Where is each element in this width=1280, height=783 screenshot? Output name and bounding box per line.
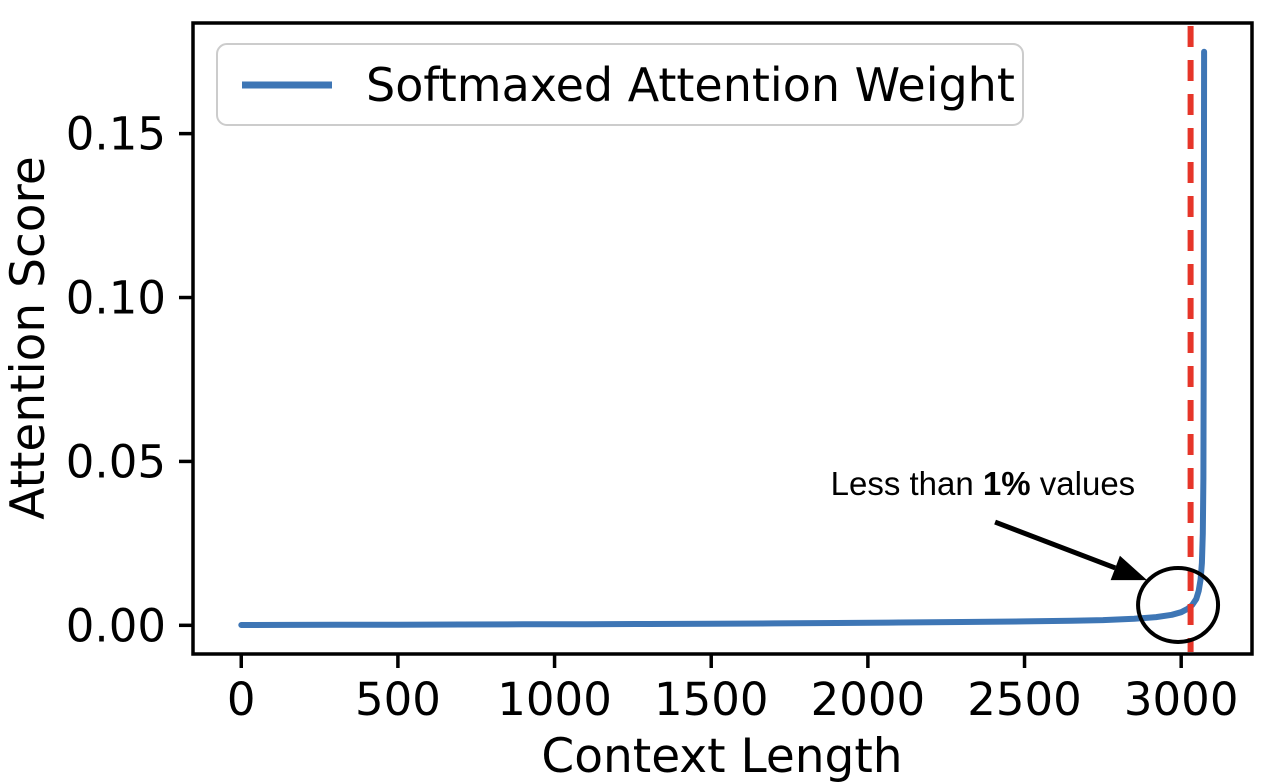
plot-frame — [191, 21, 1254, 656]
x-tick-label: 2000 — [811, 673, 926, 726]
annotation-text-suffix: values — [1031, 465, 1136, 502]
y-tick-label: 0.15 — [66, 108, 166, 161]
legend: Softmaxed Attention Weight — [216, 43, 1024, 126]
y-axis: 0.00 0.05 0.10 0.15 — [66, 108, 193, 652]
annotation-arrow-head — [1110, 555, 1148, 581]
y-tick-label: 0.05 — [66, 435, 166, 488]
x-tick-label: 1000 — [497, 673, 612, 726]
x-tick-label: 1500 — [654, 673, 769, 726]
x-axis: 0 500 1000 1500 2000 2500 3000 — [227, 654, 1239, 726]
y-axis-label: Attention Score — [1, 156, 56, 520]
x-axis-label: Context Length — [541, 729, 902, 783]
x-tick-label: 2500 — [967, 673, 1082, 726]
x-tick-label: 500 — [355, 673, 441, 726]
plot-area — [191, 21, 1254, 656]
annotation-text-bold: 1% — [983, 465, 1031, 502]
legend-box — [216, 43, 1024, 126]
highlight-circle — [1136, 565, 1221, 644]
y-tick-label: 0.10 — [66, 272, 166, 325]
legend-label: Softmaxed Attention Weight — [366, 58, 1015, 112]
x-tick-label: 3000 — [1124, 673, 1239, 726]
annotation-arrow-shaft — [994, 519, 1117, 571]
annotation-text: Less than 1% values — [831, 465, 1136, 502]
annotation-shapes — [994, 519, 1221, 644]
annotation-text-prefix: Less than — [831, 465, 983, 502]
y-tick-label: 0.00 — [66, 599, 166, 652]
x-tick-label: 0 — [227, 673, 256, 726]
